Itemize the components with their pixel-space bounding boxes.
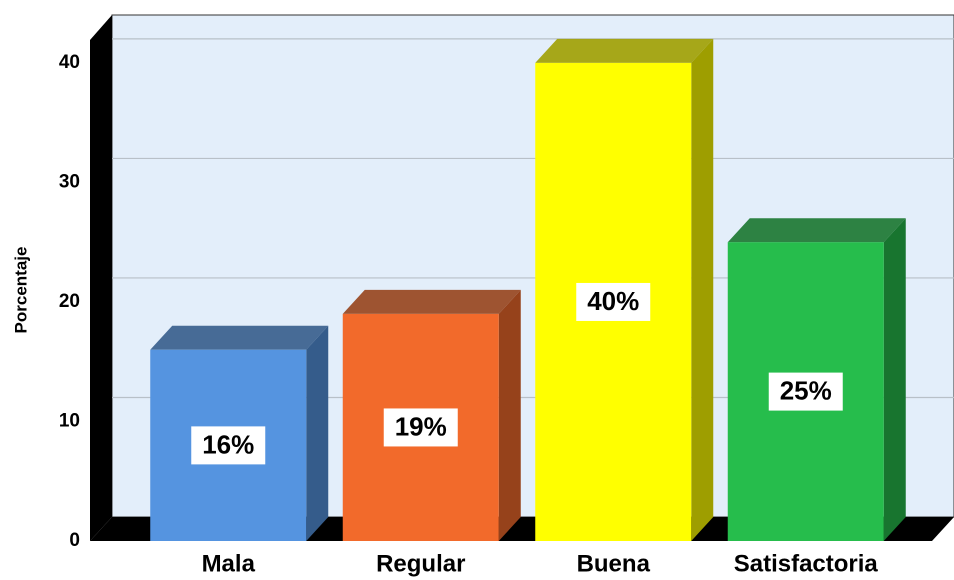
value-label: 19%: [395, 411, 447, 441]
bar-top: [535, 38, 714, 63]
bar-side: [306, 325, 329, 541]
value-label: 40%: [587, 286, 639, 316]
value-label-box: [576, 282, 651, 321]
value-label-box: [768, 372, 843, 411]
bar-side: [498, 289, 521, 541]
y-tick-label: 20: [59, 291, 80, 312]
bar-side: [883, 218, 906, 541]
y-axis-label: Porcentaje: [11, 247, 30, 334]
y-tick-label: 10: [59, 410, 80, 431]
bar-side: [691, 38, 714, 542]
x-tick-label: Mala: [202, 550, 256, 577]
left-wall: [90, 15, 112, 541]
y-tick-label: 40: [59, 52, 80, 73]
x-tick-label: Regular: [376, 550, 465, 577]
value-label: 16%: [202, 429, 254, 459]
bar-top: [342, 289, 521, 314]
value-label: 25%: [780, 375, 832, 405]
bar-top: [150, 325, 329, 350]
y-tick-label: 0: [69, 530, 80, 551]
value-label-box: [383, 408, 458, 447]
x-tick-label: Buena: [577, 550, 651, 577]
bar-top: [727, 218, 906, 243]
value-label-box: [191, 426, 266, 465]
y-tick-label: 30: [59, 171, 80, 192]
x-tick-label: Satisfactoria: [734, 550, 879, 577]
